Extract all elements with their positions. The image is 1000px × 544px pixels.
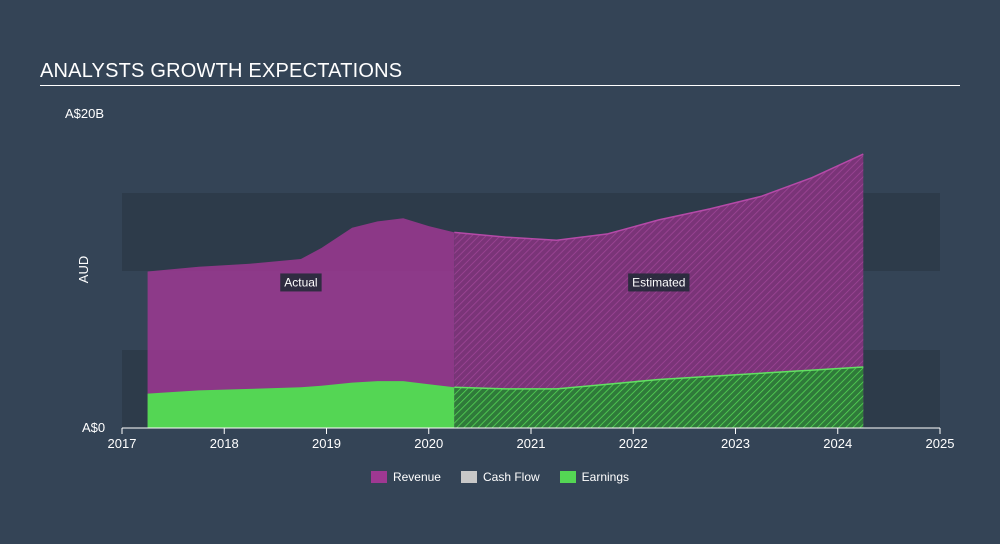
x-tick-label-2017: 2017 (108, 436, 137, 451)
legend-label-earnings: Earnings (581, 470, 630, 484)
annotation-estimated: Estimated (628, 273, 690, 292)
x-tick-label-2025: 2025 (926, 436, 955, 451)
legend-label-cash-flow: Cash Flow (482, 470, 540, 484)
annotation-label-estimated: Estimated (632, 275, 685, 289)
y-tick-label-bottom: A$0 (82, 420, 106, 435)
x-tick-label-2024: 2024 (823, 436, 852, 451)
earnings-area-estimated (454, 367, 864, 428)
title-divider (40, 85, 960, 86)
x-axis: 2017 2018 2019 2020 2021 2022 2023 2024 2025 (108, 427, 955, 451)
legend: Revenue Cash Flow Earnings (0, 470, 1000, 484)
revenue-area-actual (147, 218, 455, 428)
x-tick-label-2023: 2023 (721, 436, 750, 451)
legend-item-cash-flow[interactable]: Cash Flow (460, 470, 540, 484)
x-tick-label-2019: 2019 (312, 436, 341, 451)
legend-item-revenue[interactable]: Revenue (370, 470, 441, 484)
legend-swatch-earnings (559, 471, 576, 483)
x-tick-label-2021: 2021 (517, 436, 546, 451)
annotation-bg-actual (280, 273, 322, 292)
annotation-label-actual: Actual (284, 275, 317, 289)
earnings-line-estimated (454, 366, 864, 390)
annotations: Actual Estimated (280, 273, 690, 292)
legend-item-earnings[interactable]: Earnings (559, 470, 630, 484)
page-title: ANALYSTS GROWTH EXPECTATIONS (40, 60, 403, 82)
legend-swatch-cash-flow (460, 471, 477, 483)
x-tick-label-2018: 2018 (210, 436, 239, 451)
annotation-actual: Actual (280, 273, 322, 292)
revenue-line-estimated (454, 153, 864, 241)
x-tick-label-2022: 2022 (619, 436, 648, 451)
legend-swatch-revenue (370, 471, 387, 483)
annotation-bg-estimated (628, 273, 690, 292)
y-tick-label-top: A$20B (65, 106, 105, 121)
legend-label-revenue: Revenue (392, 470, 441, 484)
earnings-area-actual (147, 381, 455, 428)
x-tick-label-2020: 2020 (414, 436, 443, 451)
